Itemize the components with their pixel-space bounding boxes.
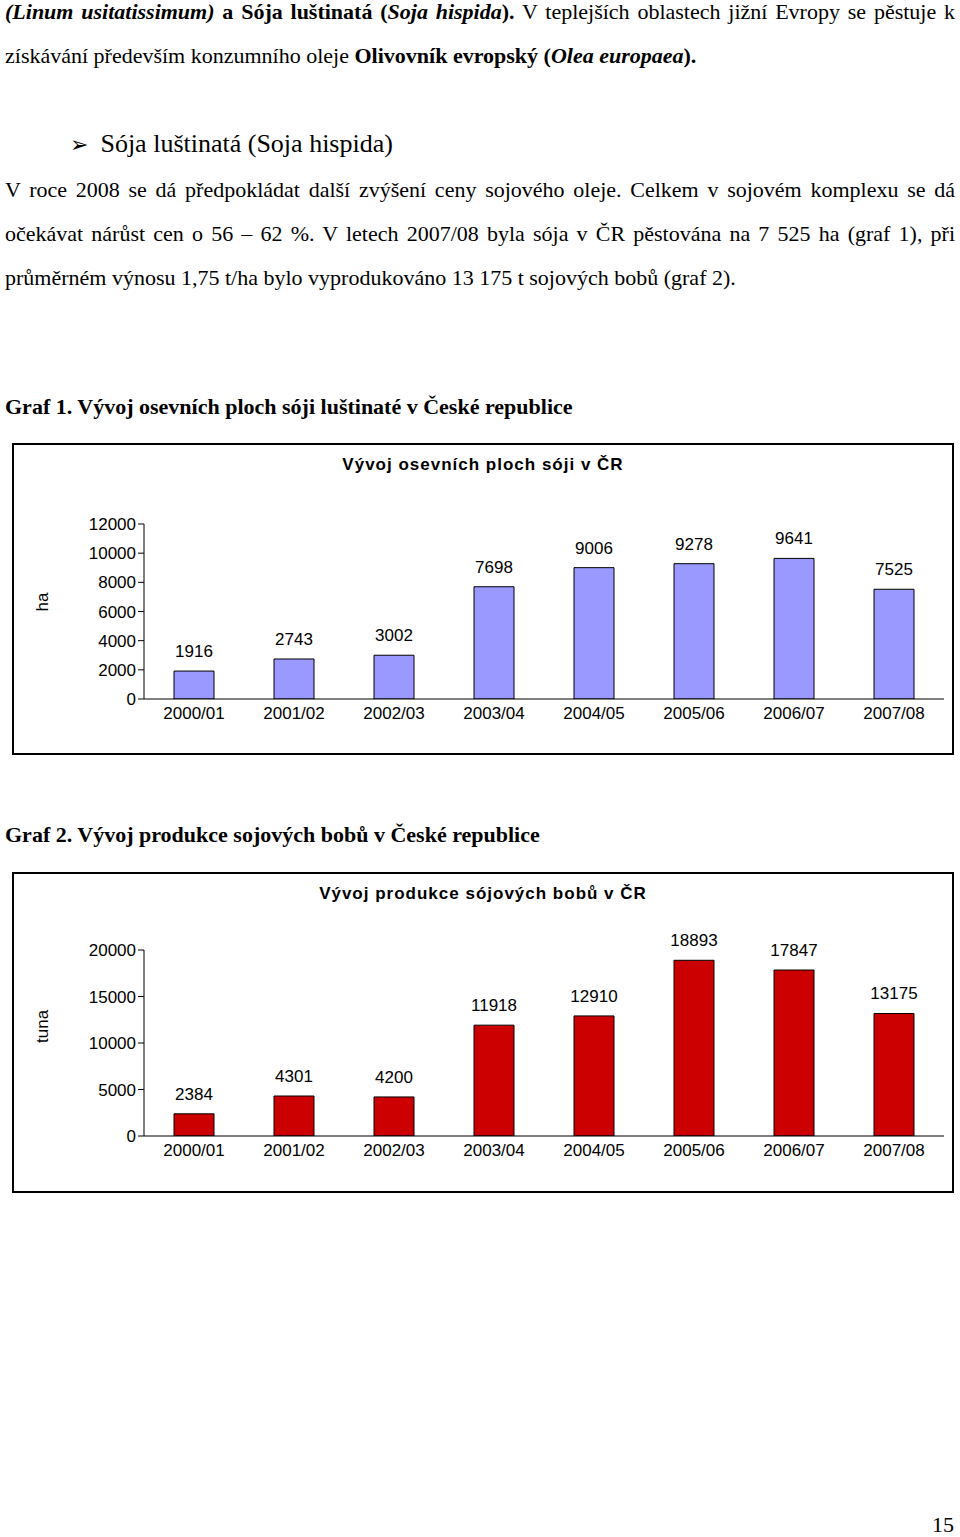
svg-text:6000: 6000 [98, 603, 136, 622]
html-text:15: 15 [932, 1512, 954, 1537]
html-text:V roce 2008 se dá předpokládat: V roce 2008 se dá předpokládat další zvý… [5, 177, 955, 290]
svg-text:0: 0 [127, 1127, 136, 1146]
svg-text:7698: 7698 [475, 558, 513, 577]
svg-text:2006/07: 2006/07 [763, 704, 824, 723]
svg-text:2002/03: 2002/03 [363, 1141, 424, 1160]
svg-text:3002: 3002 [375, 626, 413, 645]
svg-text:ha: ha [33, 592, 52, 611]
svg-text:2001/02: 2001/02 [263, 704, 324, 723]
svg-text:4000: 4000 [98, 632, 136, 651]
svg-text:2005/06: 2005/06 [663, 1141, 724, 1160]
svg-text:0: 0 [127, 690, 136, 709]
svg-text:2000/01: 2000/01 [163, 704, 224, 723]
svg-text:2005/06: 2005/06 [663, 704, 724, 723]
svg-text:9278: 9278 [675, 535, 713, 554]
svg-text:13175: 13175 [870, 984, 917, 1003]
html-text:(Linum usitatissimum) a Sója l: (Linum usitatissimum) a Sója luštinatá (… [5, 0, 955, 68]
html-text:Sója luštinatá (Soja hispida): Sója luštinatá (Soja hispida) [100, 129, 393, 158]
svg-text:18893: 18893 [670, 933, 717, 950]
svg-text:2743: 2743 [275, 630, 313, 649]
svg-text:10000: 10000 [89, 544, 136, 563]
svg-text:7525: 7525 [875, 560, 913, 579]
svg-text:11918: 11918 [471, 996, 517, 1015]
svg-text:20000: 20000 [89, 941, 136, 960]
svg-text:2002/03: 2002/03 [363, 704, 424, 723]
svg-text:1916: 1916 [175, 642, 213, 661]
svg-text:2001/02: 2001/02 [263, 1141, 324, 1160]
svg-text:4301: 4301 [275, 1067, 313, 1086]
svg-text:2000/01: 2000/01 [163, 1141, 224, 1160]
svg-text:10000: 10000 [89, 1034, 136, 1053]
svg-text:9641: 9641 [775, 529, 813, 548]
html-text:Vývoj produkce sójových bobů v: Vývoj produkce sójových bobů v ČR [319, 884, 647, 903]
svg-text:tuna: tuna [33, 1009, 52, 1043]
svg-text:2007/08: 2007/08 [863, 1141, 924, 1160]
svg-text:15000: 15000 [89, 988, 136, 1007]
svg-text:2004/05: 2004/05 [563, 704, 624, 723]
svg-text:2006/07: 2006/07 [763, 1141, 824, 1160]
svg-text:17847: 17847 [770, 941, 817, 960]
svg-text:12910: 12910 [570, 987, 617, 1006]
svg-text:5000: 5000 [98, 1081, 136, 1100]
svg-text:2007/08: 2007/08 [863, 704, 924, 723]
svg-text:2000: 2000 [98, 661, 136, 680]
svg-text:9006: 9006 [575, 539, 613, 558]
html-text:Vývoj osevních ploch sóji v ČR: Vývoj osevních ploch sóji v ČR [342, 455, 624, 474]
html-text:Graf 2. Vývoj produkce sojovýc: Graf 2. Vývoj produkce sojových bobů v Č… [5, 822, 540, 847]
svg-text:2003/04: 2003/04 [463, 704, 524, 723]
html-text:Graf 1. Vývoj osevních ploch s: Graf 1. Vývoj osevních ploch sóji luštin… [5, 394, 573, 419]
svg-text:2004/05: 2004/05 [563, 1141, 624, 1160]
svg-text:8000: 8000 [98, 573, 136, 592]
svg-text:2003/04: 2003/04 [463, 1141, 524, 1160]
svg-text:2384: 2384 [175, 1085, 213, 1104]
svg-text:12000: 12000 [89, 515, 136, 534]
svg-text:4200: 4200 [375, 1068, 413, 1087]
